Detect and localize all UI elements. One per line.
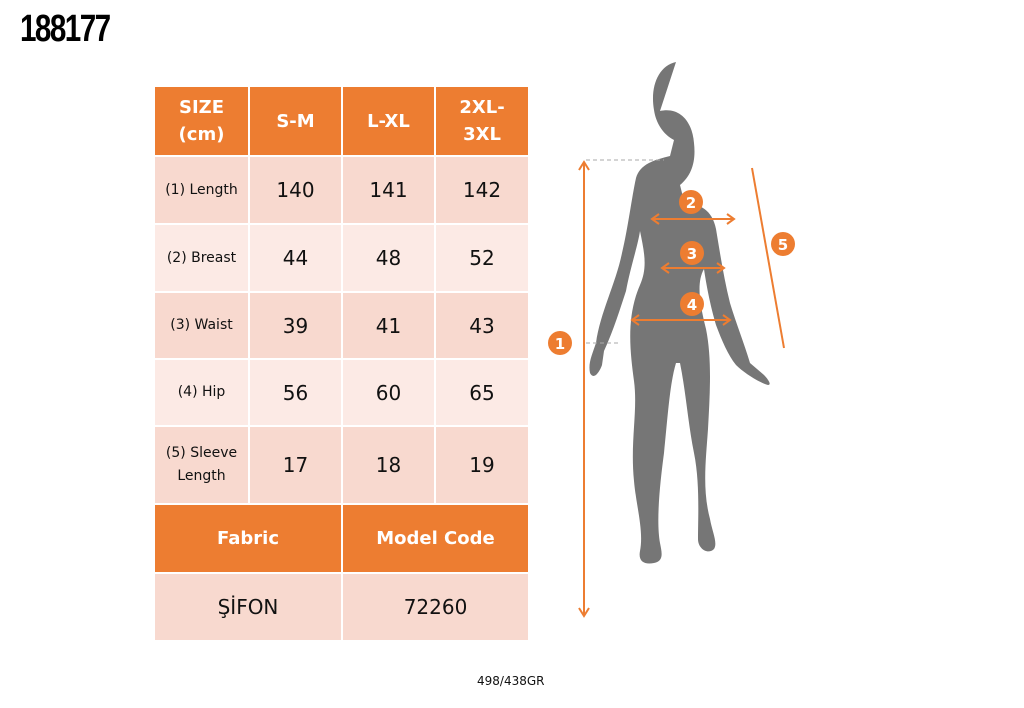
fabric-value: ŞİFON bbox=[155, 574, 341, 640]
svg-text:2: 2 bbox=[686, 194, 696, 212]
guide-lines bbox=[586, 159, 664, 344]
product-code: 188177 bbox=[20, 8, 111, 50]
table-cell: 17 bbox=[250, 427, 341, 503]
fabric-header: Fabric bbox=[155, 505, 341, 572]
female-silhouette bbox=[589, 62, 770, 564]
model-code-value: 72260 bbox=[343, 574, 528, 640]
svg-text:4: 4 bbox=[687, 296, 697, 314]
table-cell: 52 bbox=[436, 225, 528, 291]
table-cell: 142 bbox=[436, 157, 528, 223]
table-cell: 56 bbox=[250, 360, 341, 425]
table-cell: 18 bbox=[343, 427, 434, 503]
table-cell: 140 bbox=[250, 157, 341, 223]
header-size: SIZE (cm) bbox=[155, 87, 248, 155]
row-label: (5) Sleeve Length bbox=[155, 427, 248, 503]
weight-note: 498/438GR bbox=[477, 674, 545, 688]
svg-text:5: 5 bbox=[778, 236, 788, 254]
table-row: (3) Waist 39 41 43 bbox=[155, 293, 528, 358]
header-s-m: S-M bbox=[250, 87, 341, 155]
row-label: (1) Length bbox=[155, 157, 248, 223]
table-row: (5) Sleeve Length 17 18 19 bbox=[155, 427, 528, 503]
table-cell: 141 bbox=[343, 157, 434, 223]
measure-lines bbox=[578, 160, 785, 618]
table-cell: 43 bbox=[436, 293, 528, 358]
svg-text:3: 3 bbox=[687, 245, 697, 263]
table-cell: 19 bbox=[436, 427, 528, 503]
table-row: (1) Length 140 141 142 bbox=[155, 157, 528, 223]
table-cell: 65 bbox=[436, 360, 528, 425]
table-cell: 44 bbox=[250, 225, 341, 291]
table-row: (2) Breast 44 48 52 bbox=[155, 225, 528, 291]
row-label: (4) Hip bbox=[155, 360, 248, 425]
table-cell: 48 bbox=[343, 225, 434, 291]
svg-text:1: 1 bbox=[555, 335, 565, 353]
row-label: (3) Waist bbox=[155, 293, 248, 358]
model-code-header: Model Code bbox=[343, 505, 528, 572]
table-cell: 39 bbox=[250, 293, 341, 358]
table-cell: 41 bbox=[343, 293, 434, 358]
header-l-xl: L-XL bbox=[343, 87, 434, 155]
table-row: (4) Hip 56 60 65 bbox=[155, 360, 528, 425]
markers: 1 2 3 4 5 bbox=[548, 190, 795, 355]
header-2xl-3xl: 2XL-3XL bbox=[436, 87, 528, 155]
row-label: (2) Breast bbox=[155, 225, 248, 291]
table-cell: 60 bbox=[343, 360, 434, 425]
size-table: SIZE (cm) S-M L-XL 2XL-3XL (1) Length 140… bbox=[155, 87, 528, 642]
